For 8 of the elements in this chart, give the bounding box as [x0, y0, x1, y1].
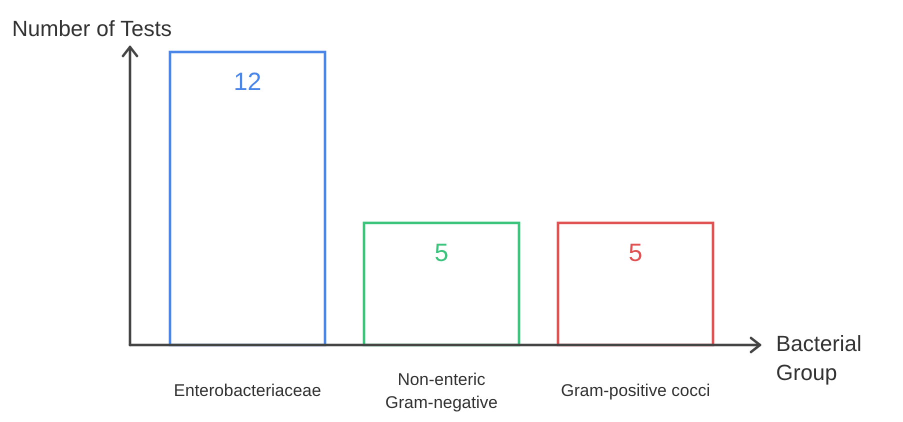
x-axis-title: Bacterial Group: [776, 331, 862, 385]
y-axis-title: Number of Tests: [12, 16, 172, 41]
x-tick-label: Enterobacteriaceae: [174, 381, 322, 400]
data-label: 12: [234, 68, 262, 96]
x-tick-label: Non-enteric Gram-negative: [385, 370, 498, 412]
data-label: 5: [434, 238, 448, 267]
data-label: 5: [628, 238, 642, 267]
x-tick-label: Gram-positive cocci: [560, 381, 710, 400]
